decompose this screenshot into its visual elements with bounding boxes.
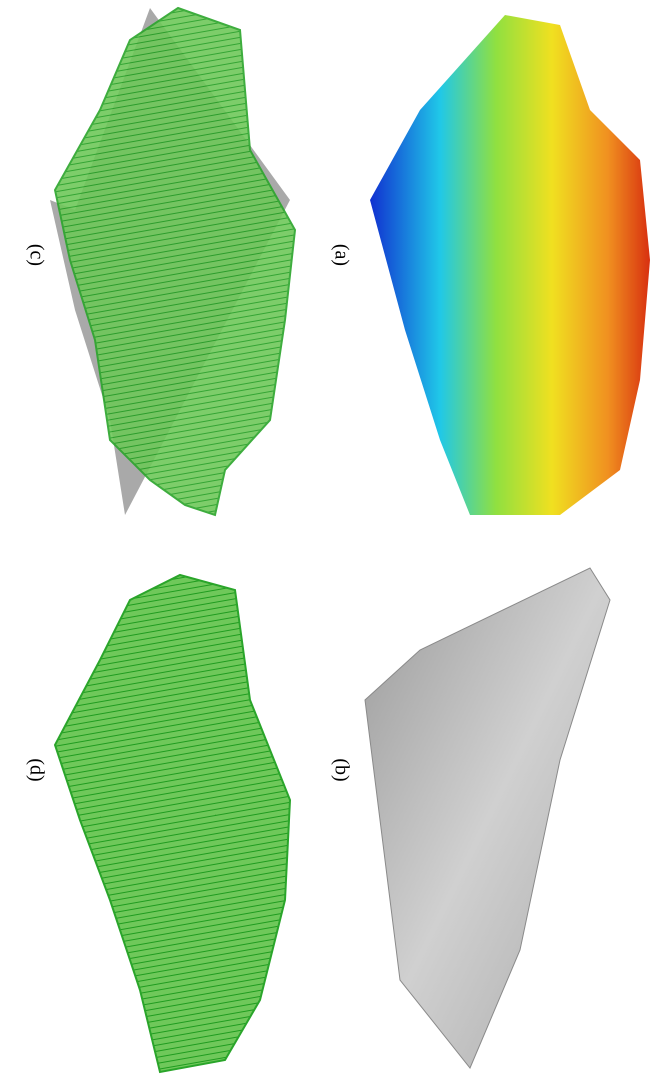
panel-d: (d) [25,575,290,1072]
mesh [55,8,295,515]
panel-label: (d) [25,758,47,781]
figure: (c) (a) (d) (b) [0,0,659,1079]
panel-c: (c) [25,8,295,515]
point-cloud [370,15,650,515]
mesh [55,575,290,1072]
panel-label: (a) [330,244,352,266]
surface [365,568,610,1068]
panel-label: (b) [330,758,352,781]
panel-a: (a) [330,15,650,515]
panel-label: (c) [25,244,47,266]
panel-b: (b) [330,568,610,1068]
